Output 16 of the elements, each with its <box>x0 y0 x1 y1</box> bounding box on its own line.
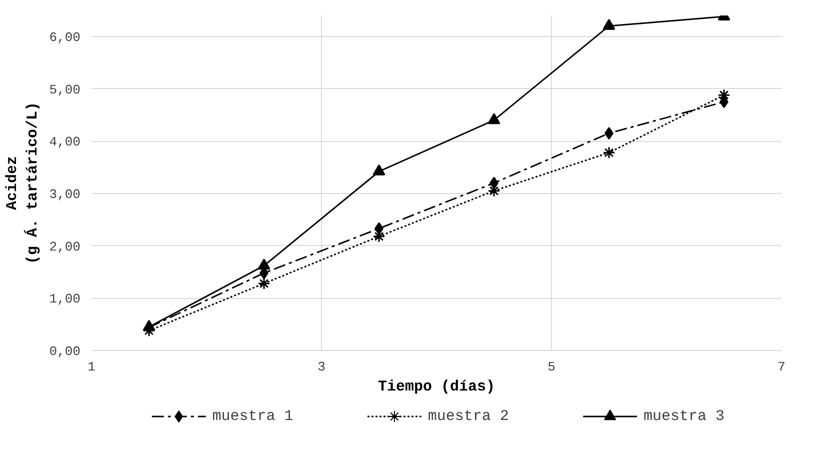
legend-label: muestra 3 <box>644 408 725 425</box>
y-tick-label: 1,00 <box>49 292 81 307</box>
legend-label: muestra 2 <box>428 408 509 425</box>
y-tick-label: 0,00 <box>49 344 81 359</box>
y-tick-label: 5,00 <box>49 82 81 98</box>
legend-label: muestra 1 <box>212 408 294 425</box>
y-tick-label: 3,00 <box>49 186 81 202</box>
y-tick-label: 4,00 <box>49 134 81 150</box>
x-tick-label: 5 <box>548 360 556 374</box>
x-axis-title: Tiempo (días) <box>378 378 496 396</box>
x-tick-label: 3 <box>318 360 326 374</box>
x-tick-label: 1 <box>88 360 96 374</box>
y-tick-label: 2,00 <box>49 239 81 254</box>
y-axis-title: Acidez (g Á. tartárico/L) <box>4 102 42 264</box>
y-tick-label: 6,00 <box>49 30 81 45</box>
x-tick-label: 7 <box>778 360 786 374</box>
